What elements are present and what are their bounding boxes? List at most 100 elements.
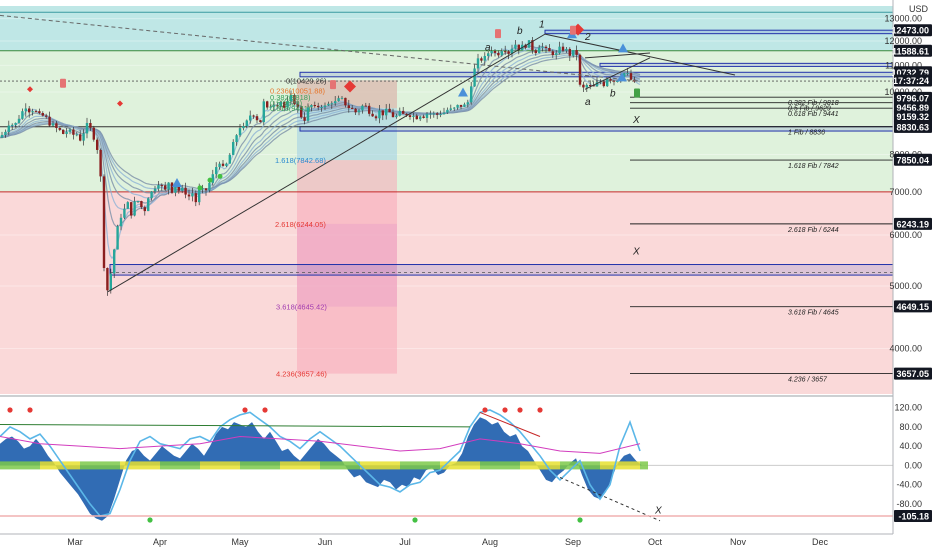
candle-down <box>578 54 582 85</box>
candle-up <box>616 81 619 83</box>
osc-band-segment <box>300 461 304 470</box>
candle-up <box>126 202 129 209</box>
wave-label: 1 <box>539 19 545 30</box>
osc-band-segment <box>340 461 344 470</box>
candle-up <box>555 53 558 56</box>
candle-down <box>480 58 483 61</box>
fib-box-magenta <box>297 223 397 307</box>
candle-up <box>487 53 490 57</box>
candle-down <box>140 201 143 208</box>
osc-band-segment <box>148 461 152 470</box>
sell-box-icon <box>495 29 501 39</box>
price-tag <box>894 153 932 166</box>
candle-up <box>500 51 503 56</box>
candle-down <box>504 51 507 53</box>
osc-band-segment <box>560 461 564 470</box>
osc-band-segment <box>184 461 188 470</box>
candle-up <box>11 124 14 126</box>
osc-band-segment <box>388 461 392 470</box>
osc-band-segment <box>552 461 556 470</box>
candle-up <box>419 116 422 120</box>
osc-band-segment <box>352 461 356 470</box>
osc-band-segment <box>616 461 620 470</box>
candle-up <box>429 113 432 115</box>
osc-band-segment <box>108 461 112 470</box>
price-tick-label: 5000.00 <box>889 281 922 291</box>
candle-up <box>306 107 310 121</box>
candle-up <box>565 48 568 51</box>
candle-down <box>34 111 38 113</box>
trend-lines <box>0 14 736 293</box>
osc-band-segment <box>524 461 528 470</box>
candle-up <box>181 187 184 191</box>
candle-up <box>476 58 480 69</box>
sell-box-icon <box>60 78 66 88</box>
candle-down <box>300 107 303 118</box>
osc-band-segment <box>12 461 16 470</box>
osc-band-segment <box>48 461 52 470</box>
candle-up <box>361 105 364 111</box>
upper-zone <box>0 6 893 51</box>
time-tick-label: Sep <box>565 537 581 547</box>
candle-up <box>7 125 10 132</box>
osc-band-segment <box>100 461 104 470</box>
osc-band-segment <box>596 461 600 470</box>
time-tick-label: Jul <box>399 537 411 547</box>
osc-band-segment <box>260 461 264 470</box>
osc-band-segment <box>136 461 140 470</box>
candle-up <box>218 163 221 168</box>
candle-up <box>558 46 561 54</box>
candle-up <box>327 103 330 106</box>
osc-band-segment <box>416 461 420 470</box>
candle-down <box>402 110 405 114</box>
osc-band-segment <box>52 461 56 470</box>
candles <box>0 37 636 296</box>
osc-band-segment <box>252 461 256 470</box>
osc-band-segment <box>460 461 464 470</box>
osc-band-segment <box>208 461 212 470</box>
candle-down <box>79 134 82 141</box>
osc-band-segment <box>568 461 572 470</box>
candle-up <box>483 56 486 61</box>
left-fib-label: 0.618(9441) <box>270 104 311 113</box>
osc-band-segment <box>488 461 492 470</box>
osc-band-segment <box>8 461 12 470</box>
osc-band-segment <box>36 461 40 470</box>
candle-up <box>238 128 242 136</box>
candle-down <box>48 116 51 126</box>
candle-up <box>449 108 452 110</box>
candle-up <box>31 111 34 113</box>
osc-value-tag-label: -105.18 <box>898 512 929 522</box>
osc-band-segment <box>532 461 536 470</box>
price-tag-label: 6243.19 <box>896 219 929 229</box>
osc-red-dot-icon <box>502 407 508 413</box>
osc-band-segment <box>644 461 648 470</box>
candle-down <box>517 44 520 51</box>
ema-line <box>0 53 641 191</box>
osc-band-segment <box>96 461 100 470</box>
osc-band-segment <box>400 461 404 470</box>
candle-up <box>147 198 150 212</box>
candle-up <box>330 103 333 105</box>
right-fib-label: 1 Fib / 8836 <box>788 130 825 137</box>
osc-band-segment <box>308 461 312 470</box>
candle-up <box>432 113 435 115</box>
osc-band-segment <box>428 461 432 470</box>
osc-band-segment <box>244 461 248 470</box>
wedge-bottom-line <box>584 57 651 90</box>
right-fib-label: 4.236 / 3657 <box>788 377 828 384</box>
candle-up <box>473 68 476 87</box>
osc-band-segment <box>452 461 456 470</box>
osc-band-segment <box>380 461 384 470</box>
currency-label: USD <box>909 4 929 14</box>
osc-tick-label: 80.00 <box>899 422 922 432</box>
middle-zone <box>0 50 893 192</box>
osc-band-segment <box>56 461 60 470</box>
price-tag <box>894 120 932 133</box>
candle-down <box>551 51 554 56</box>
candle-up <box>357 110 361 113</box>
candle-up <box>490 50 493 54</box>
left-fib-label: 2.618(6244.05) <box>275 220 326 229</box>
candle-up <box>510 48 514 54</box>
buy-box-icon <box>634 88 640 98</box>
